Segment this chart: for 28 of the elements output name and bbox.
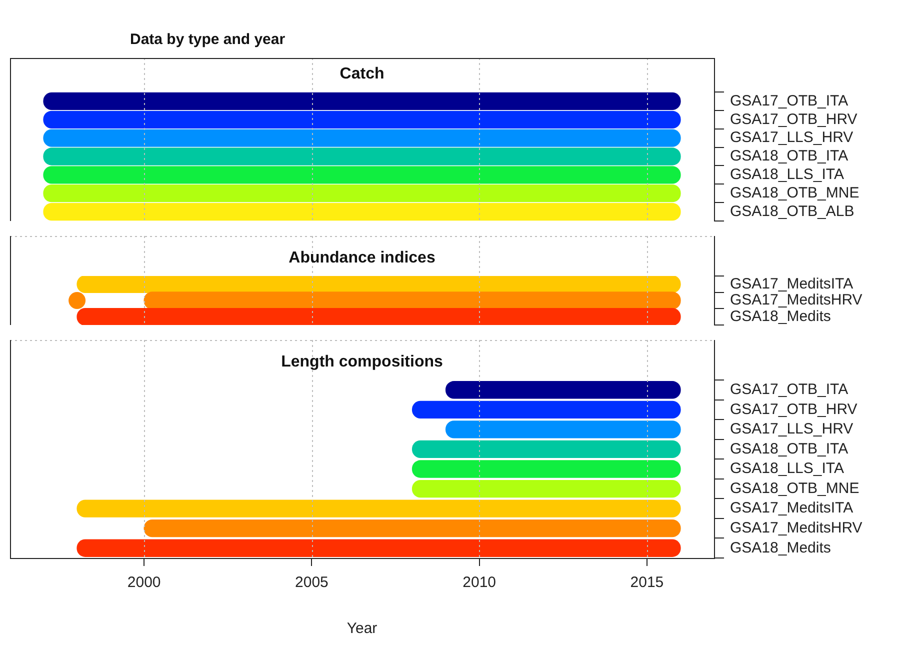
y-tick-label: GSA17_LLS_HRV [730,129,854,146]
y-tick-label: GSA18_OTB_ITA [730,148,848,165]
y-tick-label: GSA18_LLS_ITA [730,166,844,184]
y-tick-label: GSA17_MeditsHRV [730,519,862,536]
x-tick-label: 2010 [462,574,496,592]
x-axis-title: Year [346,620,378,638]
chart-title: Abundance indices [288,249,436,266]
y-tick-label: GSA18_Medits [730,308,831,325]
y-tick-label: GSA17_OTB_HRV [730,400,858,418]
chart-title: Data by type and year [129,30,286,50]
y-tick-label: GSA17_OTB_ITA [730,381,848,398]
y-tick-label: GSA17_LLS_HRV [730,420,854,438]
x-tick-label: 2005 [295,574,328,592]
y-tick-label: GSA18_LLS_ITA [730,460,844,478]
x-tick-label: 2000 [127,574,161,592]
x-tick-label: 2015 [630,574,664,592]
y-tick-label: GSA18_OTB_MNE [730,184,860,202]
y-tick-label: GSA18_OTB_ITA [730,440,848,458]
y-tick-label: GSA17_OTB_ITA [730,92,848,110]
y-tick-label: GSA17_MeditsITA [730,275,854,292]
y-tick-label: GSA18_Medits [730,539,831,556]
chart-subtitle: Catch [340,65,384,82]
y-tick-label: GSA17_OTB_HRV [730,110,858,128]
y-tick-label: GSA17_MeditsITA [730,500,854,517]
y-tick-label: GSA18_OTB_MNE [730,480,860,497]
y-tick-label: GSA17_MeditsHRV [730,292,862,309]
y-tick-label: GSA18_OTB_ALB [730,202,854,220]
chart-title: Length compositions [281,353,443,370]
